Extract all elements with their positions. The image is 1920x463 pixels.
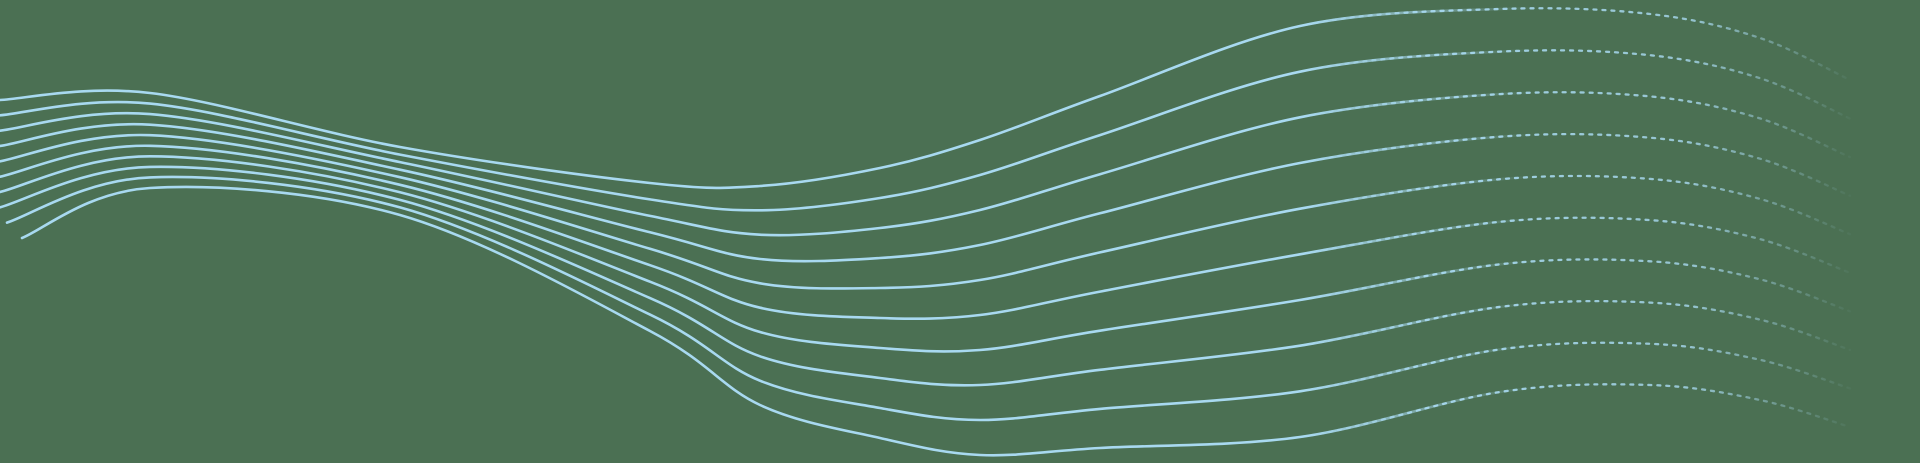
wave-line-dotted-tail — [0, 144, 1852, 320]
wave-line-dotted-tail — [0, 49, 1852, 212]
wave-line-dotted-tail — [0, 133, 1852, 290]
wave-line-dotted-tail — [5, 175, 1852, 422]
wave-line-dotted-tail — [20, 185, 1852, 457]
wave-lines-group — [0, 6, 1852, 457]
wave-line-dotted-tail — [0, 7, 1852, 190]
wave-line-dotted-tail — [0, 165, 1852, 387]
wave-line-dotted-tail — [0, 155, 1852, 353]
wave-line-dotted-tail — [0, 91, 1852, 237]
wave-line-dotted-tail — [0, 123, 1852, 263]
